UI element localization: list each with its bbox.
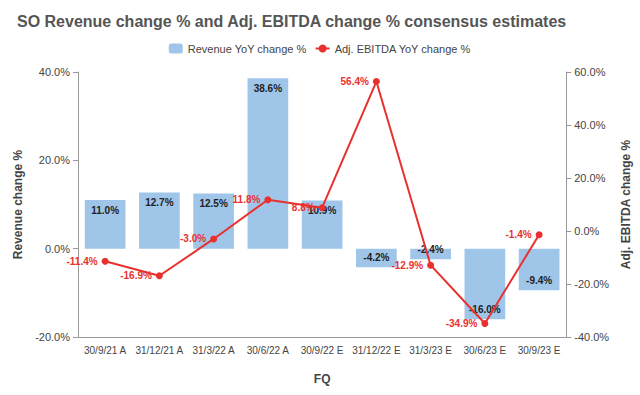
- svg-text:31/12/22 E: 31/12/22 E: [352, 345, 401, 356]
- svg-text:-20.0%: -20.0%: [35, 331, 70, 343]
- svg-text:12.5%: 12.5%: [199, 198, 227, 209]
- svg-text:40.0%: 40.0%: [574, 119, 605, 131]
- svg-text:31/3/22 A: 31/3/22 A: [192, 345, 235, 356]
- svg-text:56.4%: 56.4%: [341, 76, 369, 87]
- svg-text:SO Revenue change % and Adj. E: SO Revenue change % and Adj. EBITDA chan…: [17, 13, 566, 30]
- svg-text:11.0%: 11.0%: [91, 205, 119, 216]
- svg-text:12.7%: 12.7%: [145, 197, 173, 208]
- svg-text:40.0%: 40.0%: [39, 66, 70, 78]
- svg-text:10.9%: 10.9%: [307, 205, 337, 216]
- svg-text:-12.9%: -12.9%: [391, 260, 423, 271]
- svg-text:-34.9%: -34.9%: [446, 318, 478, 329]
- svg-text:-11.4%: -11.4%: [66, 256, 97, 267]
- svg-text:Revenue change %: Revenue change %: [11, 149, 25, 259]
- svg-text:60.0%: 60.0%: [574, 66, 605, 78]
- svg-text:-2.4%: -2.4%: [418, 244, 444, 255]
- svg-text:Revenue YoY change %: Revenue YoY change %: [188, 43, 307, 55]
- svg-text:-20.0%: -20.0%: [574, 278, 609, 290]
- svg-text:-16.9%: -16.9%: [120, 270, 152, 281]
- svg-text:Adj. EBITDA YoY change %: Adj. EBITDA YoY change %: [335, 43, 471, 55]
- svg-text:31/12/21 A: 31/12/21 A: [135, 345, 183, 356]
- svg-text:30/9/21 A: 30/9/21 A: [84, 345, 127, 356]
- svg-text:31/3/23 E: 31/3/23 E: [409, 345, 452, 356]
- svg-text:30/9/23 E: 30/9/23 E: [518, 345, 561, 356]
- svg-text:-16.0%: -16.0%: [469, 303, 501, 315]
- svg-text:30/6/22 A: 30/6/22 A: [247, 345, 290, 356]
- svg-text:-1.4%: -1.4%: [505, 229, 531, 240]
- svg-text:30/6/23 E: 30/6/23 E: [463, 345, 506, 356]
- svg-text:-40.0%: -40.0%: [574, 331, 609, 343]
- svg-text:-3.0%: -3.0%: [180, 233, 206, 244]
- svg-text:Adj. EBITDA change %: Adj. EBITDA change %: [619, 139, 633, 269]
- svg-text:30/9/22 E: 30/9/22 E: [301, 345, 344, 356]
- svg-text:FQ: FQ: [314, 372, 331, 386]
- svg-text:20.0%: 20.0%: [574, 172, 605, 184]
- svg-text:11.8%: 11.8%: [233, 194, 261, 205]
- svg-text:20.0%: 20.0%: [39, 154, 70, 166]
- svg-text:-4.2%: -4.2%: [363, 252, 389, 263]
- svg-text:0.0%: 0.0%: [574, 225, 599, 237]
- svg-text:0.0%: 0.0%: [45, 243, 70, 255]
- svg-text:8.8%: 8.8%: [292, 202, 315, 213]
- svg-text:-9.4%: -9.4%: [526, 275, 552, 286]
- svg-text:38.6%: 38.6%: [254, 83, 282, 94]
